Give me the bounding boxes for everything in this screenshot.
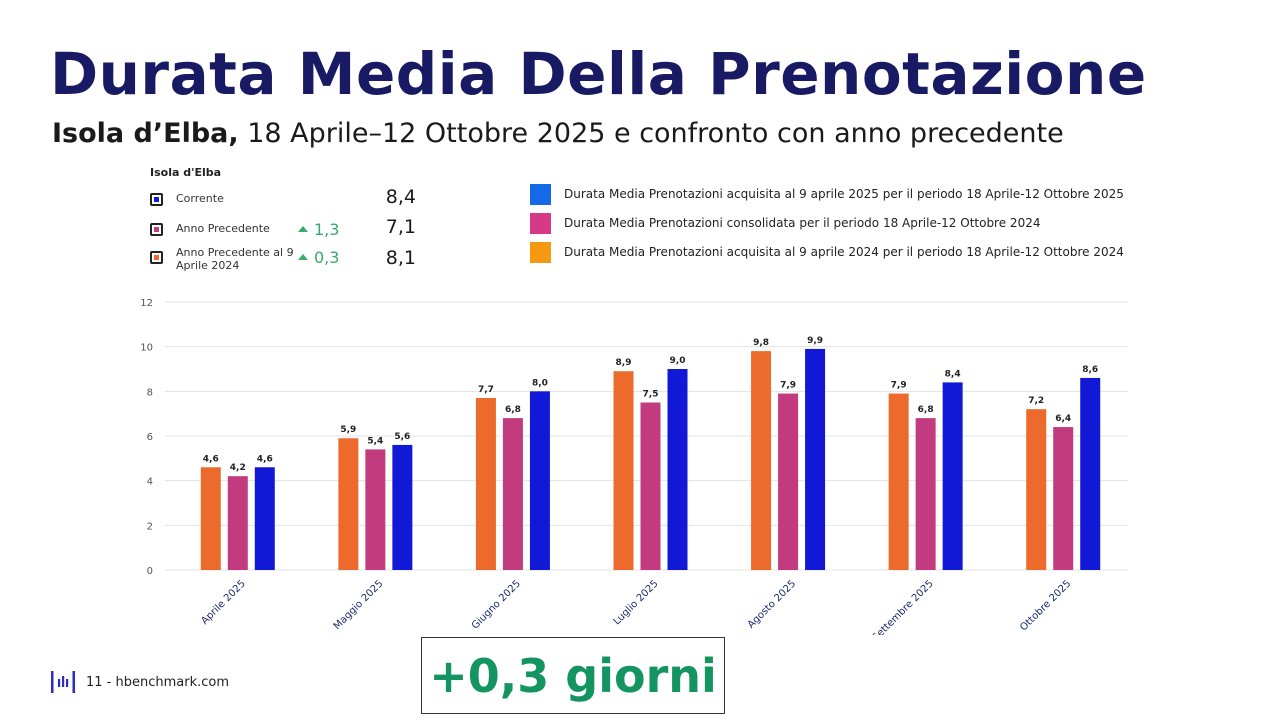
bar-data-label: 5,9 <box>340 425 356 435</box>
subtitle-location: Isola d’Elba, <box>52 118 239 149</box>
triangle-up-icon <box>298 254 308 260</box>
y-tick-label: 6 <box>147 432 153 443</box>
legend-swatch <box>530 242 551 263</box>
bar <box>667 369 688 570</box>
bar <box>640 402 661 570</box>
bar-data-label: 8,0 <box>532 378 548 388</box>
bar-data-label: 6,8 <box>505 405 521 415</box>
x-tick-label: Settembre 2025 <box>871 578 936 635</box>
legend-label: Durata Media Prenotazioni acquisita al 9… <box>564 245 1124 259</box>
bar <box>942 382 963 570</box>
y-tick-label: 10 <box>140 343 153 354</box>
y-tick-label: 8 <box>147 387 153 398</box>
bar <box>613 371 634 570</box>
kpi-delta: 0,3 <box>298 248 339 267</box>
y-tick-label: 12 <box>140 298 153 309</box>
bar <box>529 391 550 570</box>
bar <box>778 393 799 570</box>
bar-data-label: 4,6 <box>203 454 219 464</box>
bar-chart: 0 2 4 6 8 10 12 4,6 4,2 4,6 Aprile 2025 5,9 5,4 5,6 Ma… <box>140 298 1128 635</box>
highlight-callout: +0,3 giorni <box>421 637 725 714</box>
bar-data-label: 7,9 <box>780 381 796 391</box>
legend-swatch <box>530 184 551 205</box>
kpi-row-anno-precedente: Anno Precedente 1,3 7,1 <box>150 216 420 244</box>
page-title: Durata Media Della Prenotazione <box>50 40 1147 108</box>
kpi-delta: 1,3 <box>298 220 339 239</box>
legend-swatch <box>530 213 551 234</box>
bar <box>915 418 936 570</box>
kpi-swatch <box>150 223 163 236</box>
footer-page-source: 11 - hbenchmark.com <box>86 675 230 690</box>
bar <box>338 438 359 570</box>
triangle-up-icon <box>298 226 308 232</box>
kpi-delta-value: 1,3 <box>314 220 340 239</box>
legend-label: Durata Media Prenotazioni acquisita al 9… <box>564 187 1124 201</box>
bar <box>502 418 523 570</box>
kpi-row-corrente: Corrente 8,4 <box>150 186 420 214</box>
bar <box>751 351 772 570</box>
bar <box>1026 409 1047 570</box>
kpi-value: 7,1 <box>385 216 416 238</box>
kpi-swatch-fill <box>154 227 159 232</box>
bar-data-label: 7,2 <box>1028 396 1044 406</box>
bar-data-label: 8,9 <box>616 358 632 368</box>
bar-data-label: 4,6 <box>257 454 273 464</box>
bar-data-label: 4,2 <box>230 463 246 473</box>
bar-data-label: 8,4 <box>945 369 961 379</box>
kpi-swatch-fill <box>154 197 159 202</box>
kpi-value: 8,1 <box>385 247 416 269</box>
bar-data-label: 5,6 <box>394 432 410 442</box>
bar <box>254 467 275 570</box>
kpi-label: Anno Precedente <box>176 222 270 235</box>
bar <box>1053 427 1074 570</box>
x-tick-label: Maggio 2025 <box>332 578 386 632</box>
kpi-swatch-fill <box>154 255 159 260</box>
kpi-delta-value: 0,3 <box>314 248 340 267</box>
bar <box>805 348 826 570</box>
kpi-label: Corrente <box>176 192 224 205</box>
kpi-swatch <box>150 193 163 206</box>
bar-data-label: 6,8 <box>918 405 934 415</box>
bar-data-label: 7,7 <box>478 385 494 395</box>
bar <box>200 467 221 570</box>
bar-data-label: 6,4 <box>1055 414 1071 424</box>
x-tick-label: Aprile 2025 <box>199 578 248 627</box>
x-tick-label: Agosto 2025 <box>746 578 798 630</box>
kpi-value: 8,4 <box>385 186 416 208</box>
y-tick-label: 2 <box>147 521 153 532</box>
bar-data-label: 8,6 <box>1082 365 1098 375</box>
hbenchmark-logo-icon <box>51 671 75 693</box>
subtitle-period: 18 Aprile–12 Ottobre 2025 e confronto co… <box>238 118 1064 149</box>
bar-data-label: 7,9 <box>891 381 907 391</box>
y-tick-label: 4 <box>147 477 153 488</box>
bar-data-label: 7,5 <box>643 390 659 400</box>
bar-data-label: 9,9 <box>807 336 823 346</box>
bar <box>392 444 413 570</box>
bar <box>475 398 496 570</box>
bar <box>888 393 909 570</box>
kpi-panel-title: Isola d'Elba <box>150 166 222 179</box>
page-subtitle: Isola d’Elba, 18 Aprile–12 Ottobre 2025 … <box>52 118 1064 149</box>
x-tick-label: Luglio 2025 <box>612 578 661 627</box>
bar-data-label: 9,8 <box>753 338 769 348</box>
kpi-label: Anno Precedente al 9 Aprile 2024 <box>176 246 294 272</box>
callout-text: +0,3 giorni <box>429 648 717 703</box>
y-tick-label: 0 <box>147 566 153 577</box>
legend-label: Durata Media Prenotazioni consolidata pe… <box>564 216 1041 230</box>
bar-data-label: 9,0 <box>670 356 686 366</box>
kpi-row-anno-precedente-9-aprile: Anno Precedente al 9 Aprile 2024 0,3 8,1 <box>150 245 420 272</box>
bar <box>227 476 248 570</box>
kpi-swatch <box>150 251 163 264</box>
bar <box>1080 377 1101 570</box>
x-tick-label: Ottobre 2025 <box>1018 578 1073 633</box>
bar-data-label: 5,4 <box>367 436 383 446</box>
bar <box>365 449 386 570</box>
x-tick-label: Giugno 2025 <box>470 578 523 631</box>
